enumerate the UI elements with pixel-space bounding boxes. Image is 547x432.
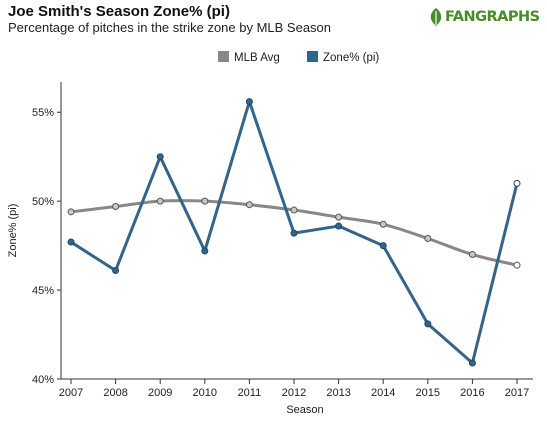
legend-swatch-mlb-avg (218, 51, 229, 62)
y-tick-label: 45% (32, 285, 54, 297)
legend-item-zone-pi: Zone% (pi) (307, 51, 379, 64)
data-point-zone-pi (245, 98, 253, 106)
data-point-zone-pi (468, 359, 476, 367)
y-tick-label: 50% (32, 196, 54, 208)
data-point-mlb-avg (156, 197, 164, 205)
data-point-zone-pi (424, 320, 432, 328)
chart-legend: MLB Avg Zone% (pi) (218, 51, 379, 64)
data-point-mlb-avg (513, 261, 521, 269)
x-tick-label: 2010 (193, 387, 217, 399)
legend-label-mlb-avg: MLB Avg (234, 52, 280, 64)
series-mlb-avg (67, 197, 521, 269)
x-tick-label: 2012 (282, 387, 306, 399)
data-point-mlb-avg (245, 201, 253, 209)
legend-item-mlb-avg: MLB Avg (218, 51, 280, 64)
x-tick-label: 2017 (505, 387, 529, 399)
data-point-mlb-avg (335, 213, 343, 221)
data-point-mlb-avg (290, 206, 298, 214)
fangraphs-logo[interactable]: FANGRAPHS (429, 7, 540, 27)
x-tick-label: 2016 (460, 387, 484, 399)
y-tick-label: 40% (32, 374, 54, 386)
data-point-zone-pi (290, 229, 298, 237)
data-point-mlb-avg (379, 220, 387, 228)
x-tick-label: 2014 (371, 387, 395, 399)
data-point-zone-pi (156, 153, 164, 161)
data-point-zone-pi (201, 247, 209, 255)
data-point-mlb-avg (67, 208, 75, 216)
legend-swatch-zone-pi (307, 51, 318, 62)
data-point-zone-pi (335, 222, 343, 230)
x-tick-label: 2015 (416, 387, 440, 399)
legend-label-zone-pi: Zone% (pi) (323, 52, 379, 64)
x-tick-label: 2007 (59, 387, 83, 399)
chart-series-layer (67, 98, 521, 367)
x-axis-title: Season (286, 404, 323, 416)
data-point-mlb-avg (468, 251, 476, 259)
y-tick-label: 55% (32, 107, 54, 119)
data-point-zone-pi (112, 267, 120, 275)
x-tick-label: 2009 (148, 387, 172, 399)
y-axis-title: Zone% (pi) (7, 204, 19, 258)
x-tick-label: 2011 (238, 387, 262, 399)
x-tick-label: 2013 (326, 387, 350, 399)
data-point-mlb-avg (201, 197, 209, 205)
fangraphs-leaf-icon (430, 8, 442, 26)
data-point-zone-pi (513, 179, 521, 187)
x-tick-label: 2008 (103, 387, 127, 399)
data-point-zone-pi (67, 238, 75, 246)
chart-subtitle: Percentage of pitches in the strike zone… (8, 20, 332, 35)
data-point-mlb-avg (424, 235, 432, 243)
chart-axes: 40% 45% 50% 55% 2007 2008 2009 2010 2011 2012 2013… (7, 82, 533, 416)
fangraphs-logo-text: FANGRAPHS (445, 9, 540, 25)
series-zone-pi (67, 98, 521, 367)
chart-title: Joe Smith's Season Zone% (pi) (8, 3, 230, 20)
data-point-zone-pi (379, 242, 387, 250)
data-point-mlb-avg (112, 202, 120, 210)
